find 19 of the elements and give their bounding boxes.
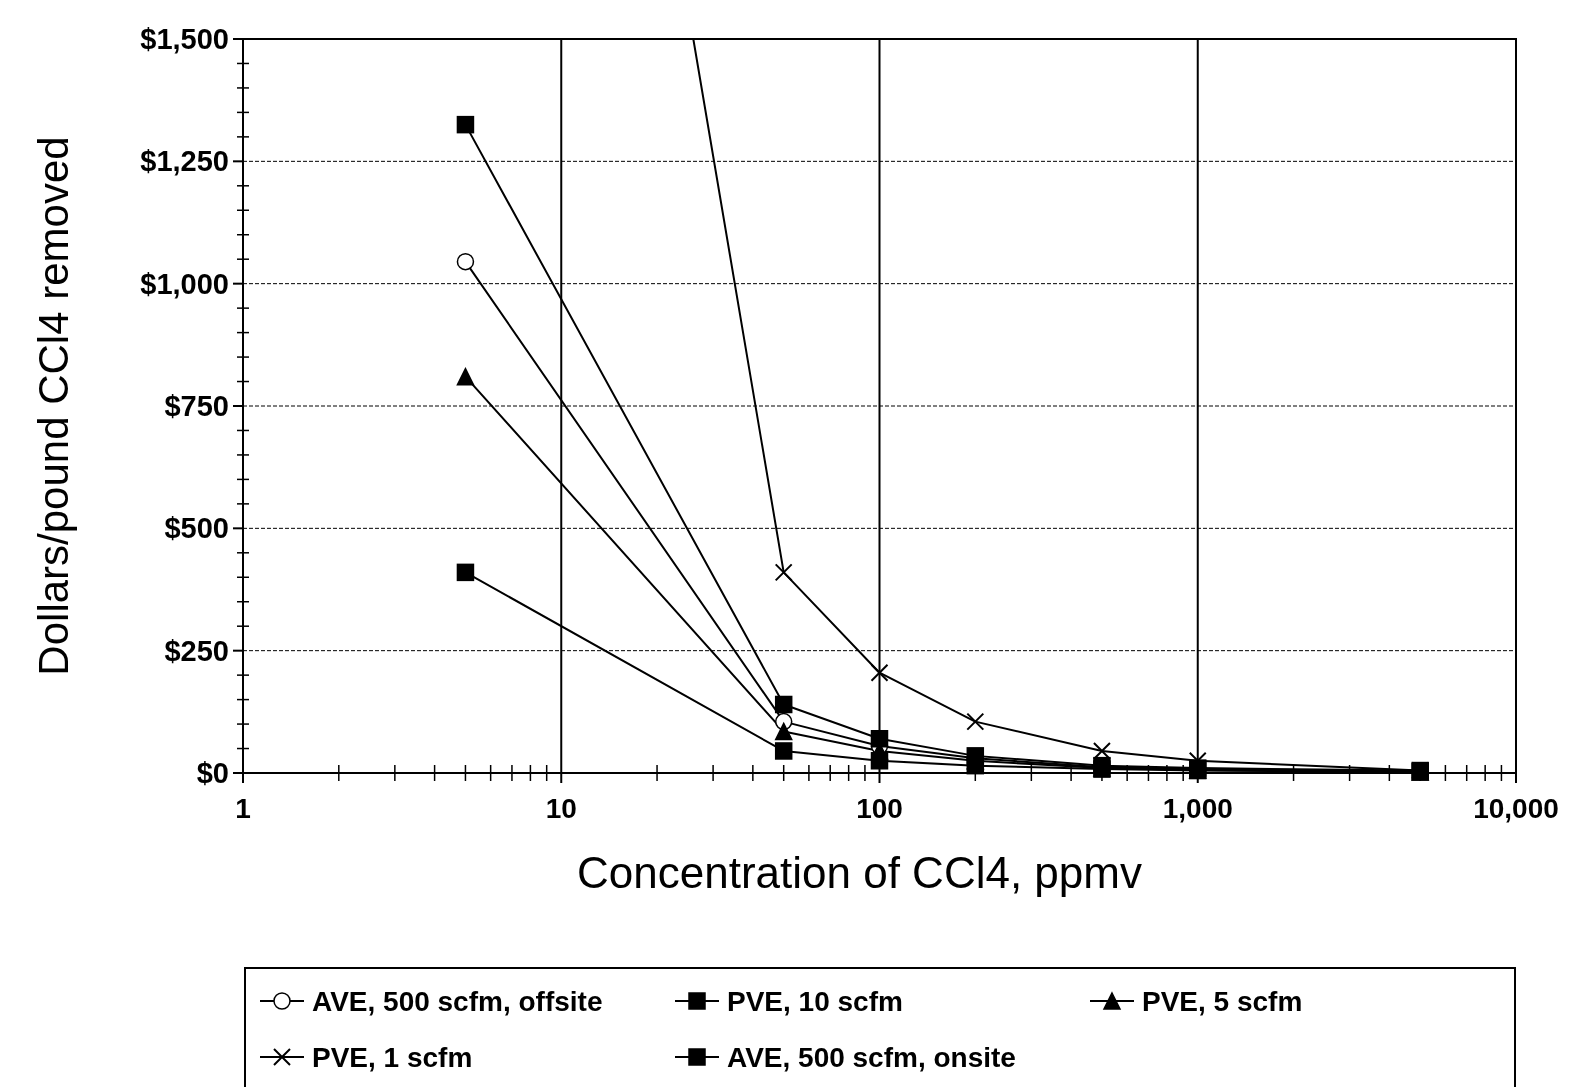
y-tick-label: $750 — [164, 390, 229, 422]
y-tick-label: $0 — [196, 757, 229, 789]
y-tick-label: $500 — [164, 512, 229, 545]
y-tick-label: $1,000 — [140, 267, 229, 300]
x-tick-label: 100 — [856, 793, 903, 824]
y-tick-label: $1,250 — [140, 145, 229, 178]
x-axis-title: Concentration of CCl4, ppmv — [577, 848, 1142, 897]
x-tick-label: 10,000 — [1473, 793, 1559, 824]
x-tick-label: 10 — [545, 793, 577, 824]
legend-label: PVE, 1 scfm — [312, 1042, 473, 1073]
legend-label: PVE, 10 scfm — [727, 986, 903, 1017]
y-tick-label: $250 — [164, 634, 229, 667]
legend-label: AVE, 500 scfm, onsite — [727, 1042, 1016, 1073]
y-axis-title: Dollars/pound CCl4 removed — [30, 136, 77, 676]
x-tick-label: 1,000 — [1162, 793, 1233, 824]
legend-label: AVE, 500 scfm, offsite — [312, 986, 603, 1017]
y-tick-label: $1,500 — [140, 23, 229, 55]
legend-label: PVE, 5 scfm — [1142, 986, 1303, 1017]
x-tick-label: 1 — [235, 793, 251, 824]
